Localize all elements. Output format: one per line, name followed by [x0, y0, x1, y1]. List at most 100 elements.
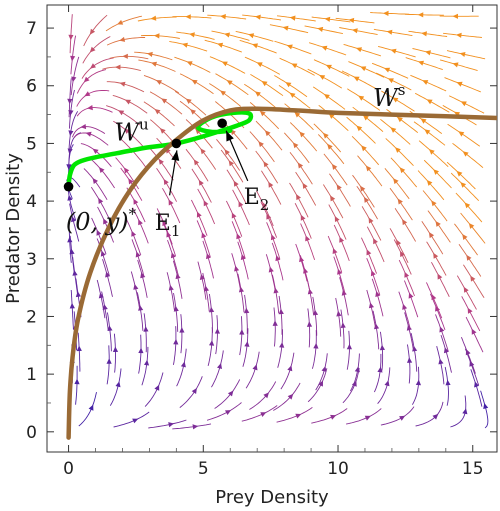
streamline	[347, 88, 381, 111]
streamline	[393, 239, 412, 275]
streamline-arrow	[368, 217, 374, 224]
streamline-arrow	[90, 63, 96, 69]
streamline-arrow	[270, 234, 276, 241]
streamline-arrow	[226, 80, 233, 86]
streamline-arrow	[185, 14, 191, 20]
streamline-arrow	[123, 167, 130, 174]
streamline-arrow	[458, 131, 465, 137]
streamline-arrow	[456, 170, 463, 177]
streamline	[449, 95, 485, 114]
e1-label: E1	[155, 211, 181, 240]
streamline-arrow	[445, 379, 451, 386]
streamline-arrow	[397, 116, 403, 123]
streamline-arrow	[358, 95, 365, 101]
streamline	[119, 138, 147, 168]
streamline	[211, 30, 250, 41]
streamline	[370, 12, 410, 15]
y-tick-label: 3	[26, 250, 37, 270]
streamline-arrow	[396, 239, 402, 246]
streamline-arrow	[390, 48, 397, 54]
streamline	[379, 331, 384, 371]
x-tick-label: 5	[198, 459, 209, 479]
streamline	[197, 261, 207, 300]
streamline-arrow	[234, 265, 240, 272]
streamline	[417, 170, 445, 201]
streamline	[446, 50, 486, 60]
streamline	[280, 352, 295, 390]
streamline-arrow	[155, 80, 162, 85]
streamline-arrow	[361, 145, 367, 152]
streamline-arrow	[200, 148, 206, 155]
streamline	[377, 45, 416, 58]
streamline-arrow	[348, 17, 355, 23]
x-tick-label: 10	[327, 459, 349, 479]
streamline-arrow	[161, 98, 168, 104]
streamline-arrow	[168, 284, 174, 291]
streamline-arrow	[295, 413, 302, 419]
streamline-arrow	[428, 149, 435, 155]
streamline	[266, 222, 281, 260]
streamline-arrow	[292, 142, 299, 149]
streamline	[335, 17, 375, 24]
streamline	[289, 122, 318, 152]
streamline	[276, 407, 313, 423]
streamline	[410, 74, 447, 92]
streamline	[333, 224, 350, 262]
streamline-arrow	[439, 326, 445, 333]
streamline-arrow	[454, 111, 460, 117]
streamline-arrow	[138, 219, 143, 226]
streamline	[283, 132, 310, 164]
streamline	[113, 333, 116, 373]
streamline	[69, 14, 73, 54]
streamline	[431, 261, 450, 297]
streamline-arrow	[291, 63, 298, 69]
streamline-arrow	[422, 80, 429, 85]
streamline-arrow	[196, 211, 202, 218]
streamline	[106, 105, 140, 126]
streamline	[244, 294, 248, 334]
streamline-arrow	[261, 81, 268, 87]
zero-equilibrium-label: (0, y)*	[66, 205, 137, 236]
streamline	[206, 402, 242, 421]
streamline-arrow	[221, 61, 228, 67]
streamline	[444, 77, 481, 93]
streamline-arrow	[238, 201, 244, 208]
streamline-arrow	[393, 178, 399, 185]
streamline	[76, 107, 113, 117]
streamline	[350, 353, 360, 392]
streamline-arrow	[285, 82, 292, 88]
streamline	[385, 138, 414, 167]
streamline-arrow	[67, 98, 73, 105]
streamline-arrow	[360, 185, 366, 192]
streamline-arrow	[117, 19, 124, 25]
streamline	[327, 235, 343, 273]
streamline	[277, 329, 283, 368]
streamline	[423, 159, 452, 189]
streamline-arrow	[248, 33, 255, 39]
streamline	[214, 379, 241, 409]
streamline	[185, 119, 213, 149]
streamline-arrow	[299, 256, 305, 263]
streamline-arrow	[128, 178, 134, 185]
streamline	[191, 168, 212, 203]
streamline-arrow	[170, 252, 176, 259]
streamline	[446, 161, 476, 190]
streamline-arrow	[286, 44, 293, 50]
streamline	[83, 14, 108, 47]
streamline-arrow	[244, 307, 250, 314]
streamline-arrow	[119, 81, 126, 87]
streamline-arrow	[425, 50, 431, 56]
streamline	[403, 280, 419, 318]
y-tick-label: 0	[26, 423, 37, 443]
streamline-arrow	[224, 32, 230, 38]
streamline-arrow	[404, 271, 410, 278]
streamline-arrow	[228, 160, 234, 167]
streamline-arrow	[106, 358, 112, 364]
streamline-arrow	[191, 388, 197, 394]
streamline-arrow	[297, 162, 304, 169]
streamline-arrow	[420, 118, 427, 124]
streamline-arrow	[435, 221, 441, 227]
streamline-arrow	[151, 61, 157, 67]
streamline-arrow	[133, 283, 139, 290]
streamline-arrow	[346, 343, 352, 350]
